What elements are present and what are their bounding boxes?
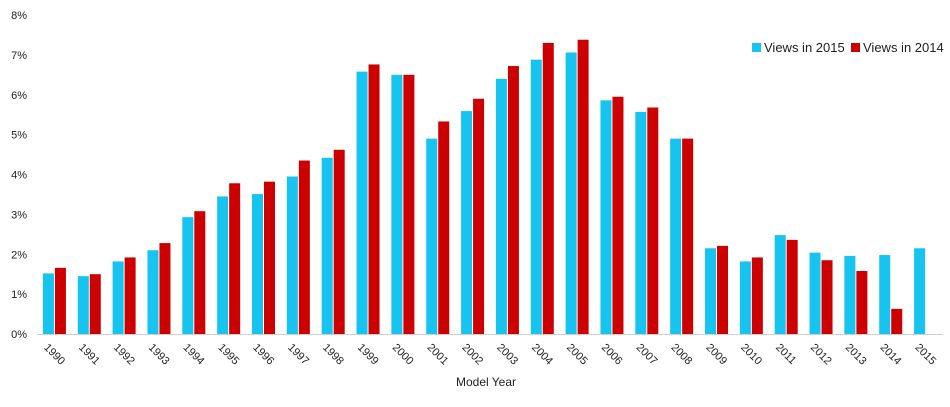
x-tick-label: 1999 — [355, 342, 381, 368]
bar-views-2015 — [77, 276, 89, 334]
x-tick-label: 2013 — [843, 342, 869, 368]
bar-views-2014 — [821, 260, 833, 334]
legend-label-views-2015: Views in 2015 — [764, 40, 845, 55]
bar-views-2014 — [717, 245, 728, 334]
bar-views-2014 — [124, 257, 136, 334]
bar-views-2014 — [856, 270, 868, 334]
bar-views-2014 — [54, 267, 66, 334]
bars-group — [42, 39, 926, 335]
bar-views-2015 — [809, 252, 821, 334]
x-tick-label: 2007 — [634, 342, 660, 368]
bar-views-2014 — [891, 308, 903, 334]
x-tick-label: 2009 — [703, 342, 729, 368]
x-tick-label: 2012 — [808, 342, 834, 368]
bar-views-2014 — [612, 96, 624, 335]
bar-views-2014 — [473, 98, 485, 334]
bar-views-2015 — [495, 78, 507, 334]
x-tick-label: 1995 — [216, 342, 242, 368]
bar-views-2014 — [194, 211, 206, 334]
bar-views-2014 — [786, 239, 798, 334]
bar-views-2014 — [577, 39, 589, 334]
y-tick-label: 2% — [11, 249, 27, 261]
bar-views-2014 — [89, 274, 101, 334]
x-tick-label: 2015 — [912, 342, 938, 368]
bar-views-2015 — [112, 261, 124, 334]
bar-views-2014 — [647, 107, 659, 334]
legend-swatch-views-2014 — [851, 43, 860, 52]
bar-views-2015 — [879, 255, 891, 334]
bar-views-2014 — [438, 121, 450, 334]
y-tick-label: 4% — [11, 170, 27, 182]
y-tick-label: 8% — [11, 10, 27, 22]
x-tick-label: 1994 — [181, 342, 207, 368]
x-tick-label: 2003 — [494, 342, 520, 368]
x-axis-title: Model Year — [456, 375, 516, 389]
bar-views-2014 — [368, 64, 380, 334]
bar-views-2015 — [914, 248, 926, 334]
legend-label-views-2014: Views in 2014 — [863, 40, 944, 55]
bar-views-2014 — [333, 149, 345, 334]
y-axis: 0% 1% 2% 3% 4% 5% 6% 7% 8% — [11, 10, 27, 341]
bar-views-2015 — [774, 235, 786, 334]
x-tick-label: 2002 — [459, 342, 485, 368]
bar-views-2015 — [461, 111, 473, 334]
bar-views-2014 — [159, 243, 171, 334]
bar-views-2014 — [229, 183, 241, 334]
y-tick-label: 7% — [11, 50, 27, 62]
x-tick-label: 1996 — [250, 342, 276, 368]
bar-views-2014 — [298, 160, 310, 334]
bar-views-2015 — [42, 273, 54, 334]
bar-views-2015 — [356, 71, 368, 334]
x-tick-label: 2006 — [599, 342, 625, 368]
x-tick-label: 1990 — [41, 342, 67, 368]
x-tick-label: 1997 — [285, 342, 311, 368]
legend-swatch-views-2015 — [752, 43, 761, 52]
bar-views-2014 — [682, 138, 694, 334]
bar-views-2015 — [565, 52, 577, 335]
legend: Views in 2015 Views in 2014 — [752, 40, 944, 55]
bar-views-2015 — [530, 59, 542, 334]
x-tick-label: 2011 — [773, 342, 798, 367]
bar-views-2014 — [751, 257, 763, 334]
y-tick-label: 3% — [11, 209, 27, 221]
bar-views-2015 — [670, 138, 682, 334]
y-tick-label: 1% — [11, 289, 27, 301]
bar-views-2015 — [739, 261, 751, 334]
bar-views-2015 — [252, 194, 263, 334]
bar-views-2015 — [600, 100, 612, 335]
bar-views-2014 — [507, 66, 519, 334]
x-tick-label: 1991 — [76, 342, 102, 368]
x-tick-label: 2008 — [669, 342, 695, 368]
bar-views-2014 — [264, 181, 275, 334]
x-tick-label: 2000 — [390, 342, 416, 368]
bar-views-2015 — [426, 138, 438, 334]
bar-views-2015 — [705, 248, 716, 334]
bar-views-2015 — [844, 255, 856, 334]
y-tick-label: 6% — [11, 90, 27, 102]
bar-views-2015 — [391, 74, 403, 334]
bar-views-2015 — [635, 111, 647, 335]
x-tick-label: 1992 — [111, 342, 137, 368]
bar-views-2014 — [403, 74, 415, 334]
y-tick-label: 5% — [11, 130, 27, 142]
bar-views-2015 — [321, 157, 333, 334]
x-tick-label: 2010 — [738, 342, 764, 368]
bar-views-2015 — [217, 196, 229, 334]
bar-views-2015 — [286, 176, 298, 334]
x-tick-label: 2014 — [878, 342, 904, 368]
bar-views-2014 — [542, 42, 554, 334]
y-tick-label: 0% — [11, 329, 27, 341]
bar-views-2015 — [147, 250, 159, 334]
x-tick-label: 1993 — [146, 342, 172, 368]
x-tick-label: 2005 — [564, 342, 590, 368]
x-tick-label: 2004 — [529, 342, 555, 368]
x-tick-label: 1998 — [320, 342, 346, 368]
bar-views-2015 — [182, 217, 194, 334]
x-tick-label: 2001 — [425, 342, 451, 368]
x-axis: 1990 1991 1992 1993 1994 1995 1996 1997 1998 1999… — [41, 342, 938, 368]
